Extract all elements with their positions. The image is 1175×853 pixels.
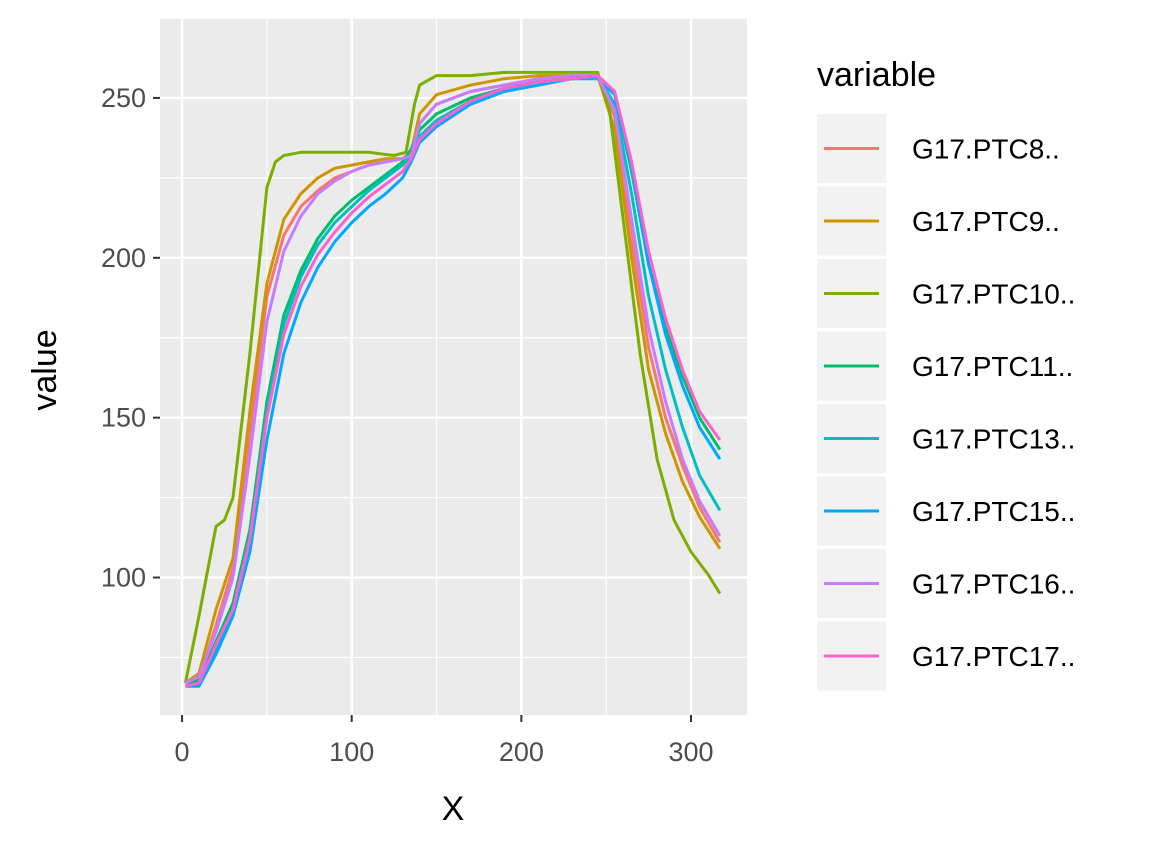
- x-tick-label: 0: [175, 737, 190, 767]
- x-tick-labels: 0 100 200 300: [175, 737, 714, 767]
- legend-label: G17.PTC9..: [912, 206, 1060, 237]
- axis-ticks: [153, 96, 693, 722]
- series-lines: [183, 70, 722, 688]
- legend-label: G17.PTC17..: [912, 641, 1075, 672]
- legend-items: G17.PTC8.. G17.PTC9.. G17.PTC10.. G17.PTC11…: [817, 114, 1075, 691]
- legend-label: G17.PTC11..: [912, 351, 1073, 382]
- x-tick-label: 100: [329, 737, 374, 767]
- y-tick-label: 200: [101, 243, 146, 273]
- series-line: [183, 70, 722, 684]
- x-tick-label: 300: [668, 737, 713, 767]
- legend-label: G17.PTC8..: [912, 134, 1060, 165]
- y-axis-title: value: [26, 329, 64, 410]
- minor-gridlines: [160, 17, 747, 715]
- legend-label: G17.PTC15..: [912, 496, 1075, 527]
- x-tick-label: 200: [499, 737, 544, 767]
- legend: variable G17.PTC8.. G17.PTC9.. G17.PTC10..…: [817, 56, 1075, 691]
- y-tick-label: 250: [101, 83, 146, 113]
- legend-label: G17.PTC10..: [912, 279, 1075, 310]
- legend-label: G17.PTC16..: [912, 569, 1075, 600]
- legend-title: variable: [817, 56, 936, 94]
- legend-label: G17.PTC13..: [912, 424, 1075, 455]
- y-tick-label: 150: [101, 403, 146, 433]
- y-tick-labels: 100 150 200 250: [101, 83, 146, 593]
- series-line: [185, 74, 722, 688]
- series-line: [185, 77, 722, 688]
- y-tick-label: 100: [101, 563, 146, 593]
- major-gridlines: [160, 18, 747, 715]
- x-axis-title: X: [442, 790, 465, 828]
